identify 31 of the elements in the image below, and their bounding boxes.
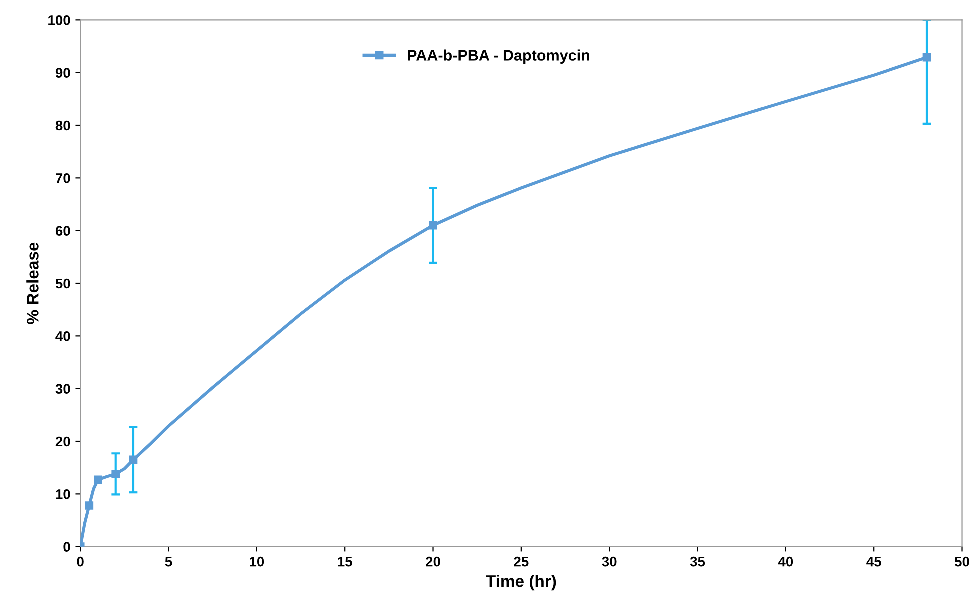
y-tick-label: 30 [56, 384, 70, 394]
x-tick-label: 45 [866, 557, 882, 567]
y-tick-label: 10 [56, 490, 70, 500]
point [85, 502, 94, 510]
y-tick-label: 60 [56, 226, 70, 236]
x-tick-label: 50 [954, 556, 970, 567]
y-tick-label: 0 [64, 542, 70, 552]
point [429, 221, 438, 230]
x-axis-title: Time (hr) [486, 575, 556, 591]
y-tick-label: 80 [56, 120, 70, 131]
y-tick-label: 70 [56, 174, 70, 184]
x-tick-label: 0 [77, 556, 84, 567]
y-tick-label: 20 [56, 436, 70, 447]
point [112, 470, 120, 478]
y-tick-label: 40 [56, 332, 70, 342]
y-axis-title: % Release [26, 242, 39, 324]
legend-label: PAA-b-PBA - Daptomycin [408, 50, 590, 64]
y-tick-label: 50 [56, 278, 70, 289]
y-tick-label: 90 [56, 68, 70, 78]
y-tick-label: 100 [48, 15, 70, 26]
point [94, 476, 102, 484]
x-tick-label: 20 [426, 556, 440, 567]
x-tick-label: 40 [778, 556, 794, 567]
x-tick-label: 5 [165, 557, 172, 567]
x-tick-label: 10 [250, 556, 264, 567]
point [922, 53, 932, 62]
point [129, 456, 138, 464]
x-tick-label: 25 [514, 556, 529, 567]
x-tick-label: 15 [338, 557, 352, 567]
x-tick-label: 30 [602, 556, 617, 567]
x-tick-label: 35 [690, 556, 706, 567]
